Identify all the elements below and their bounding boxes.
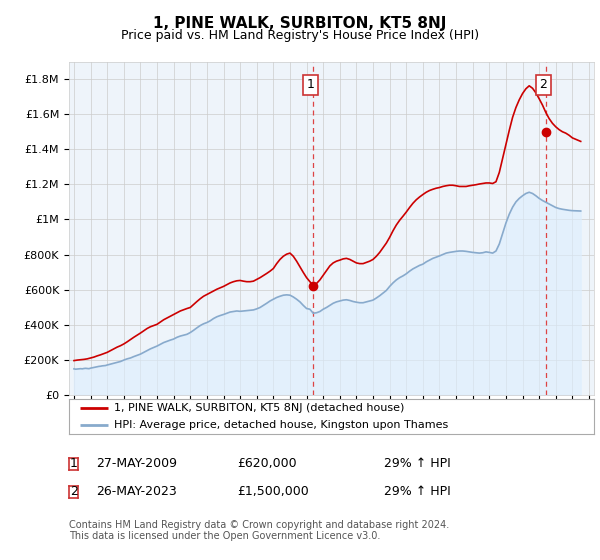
Text: 1: 1 bbox=[307, 78, 314, 91]
Text: HPI: Average price, detached house, Kingston upon Thames: HPI: Average price, detached house, King… bbox=[113, 420, 448, 430]
Text: 1: 1 bbox=[70, 457, 77, 470]
Text: Price paid vs. HM Land Registry's House Price Index (HPI): Price paid vs. HM Land Registry's House … bbox=[121, 29, 479, 42]
Text: Contains HM Land Registry data © Crown copyright and database right 2024.
This d: Contains HM Land Registry data © Crown c… bbox=[69, 520, 449, 542]
Text: £620,000: £620,000 bbox=[237, 457, 296, 470]
Text: £1,500,000: £1,500,000 bbox=[237, 485, 309, 498]
Text: 1, PINE WALK, SURBITON, KT5 8NJ: 1, PINE WALK, SURBITON, KT5 8NJ bbox=[154, 16, 446, 31]
Text: 1, PINE WALK, SURBITON, KT5 8NJ (detached house): 1, PINE WALK, SURBITON, KT5 8NJ (detache… bbox=[113, 403, 404, 413]
Text: 29% ↑ HPI: 29% ↑ HPI bbox=[384, 457, 451, 470]
Text: 26-MAY-2023: 26-MAY-2023 bbox=[96, 485, 177, 498]
Text: 29% ↑ HPI: 29% ↑ HPI bbox=[384, 485, 451, 498]
Text: 2: 2 bbox=[70, 485, 77, 498]
Text: 27-MAY-2009: 27-MAY-2009 bbox=[96, 457, 177, 470]
Text: 2: 2 bbox=[539, 78, 547, 91]
